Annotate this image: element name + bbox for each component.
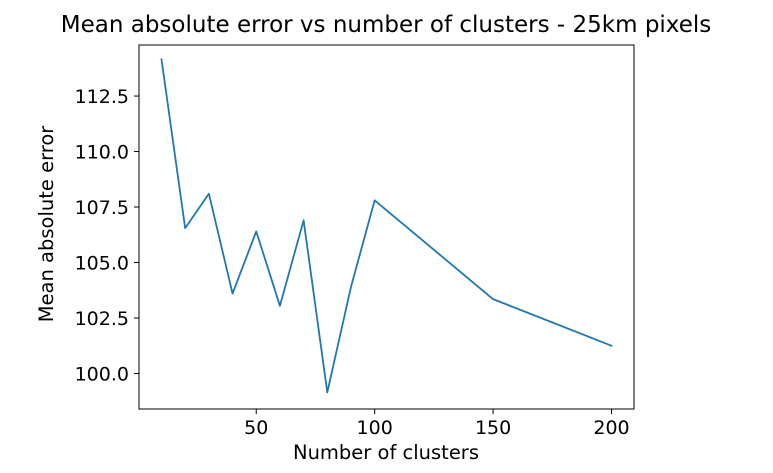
y-tick-label: 110.0 bbox=[75, 142, 129, 164]
y-axis-ticks: 100.0 102.5 105.0 107.5 110.0 112.5 bbox=[75, 86, 139, 385]
chart-title: Mean absolute error vs number of cluster… bbox=[61, 12, 711, 38]
x-tick-label: 150 bbox=[475, 417, 511, 439]
x-tick-label: 200 bbox=[593, 417, 629, 439]
y-tick-label: 107.5 bbox=[75, 197, 129, 219]
x-tick-label: 100 bbox=[357, 417, 393, 439]
y-tick-label: 112.5 bbox=[75, 86, 129, 108]
x-axis-label: Number of clusters bbox=[293, 441, 479, 464]
series-line-0 bbox=[160, 58, 613, 394]
y-tick-label: 105.0 bbox=[75, 253, 129, 275]
y-tick-label: 100.0 bbox=[75, 363, 129, 385]
y-axis-label: Mean absolute error bbox=[35, 125, 58, 323]
plot-area bbox=[138, 44, 635, 410]
y-tick-label: 102.5 bbox=[75, 308, 129, 330]
x-axis-ticks: 50 100 150 200 bbox=[244, 409, 630, 439]
axes-frame bbox=[138, 44, 635, 410]
x-tick-label: 50 bbox=[244, 417, 268, 439]
